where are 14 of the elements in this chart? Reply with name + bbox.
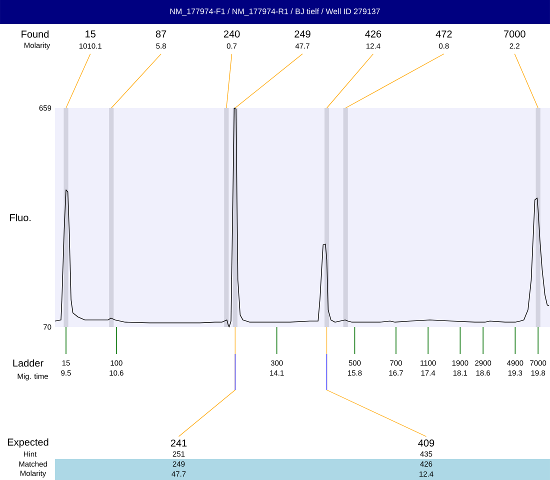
text: 240	[224, 30, 240, 38]
annotation: 241	[170, 440, 187, 447]
text: 426	[365, 30, 382, 38]
chart-title: NM_177974-F1 / NM_177974-R1 / BJ tielf / Well ID 279137	[170, 8, 380, 16]
text: 472	[436, 30, 452, 38]
text: Ladder	[13, 359, 44, 367]
text: 7000	[504, 30, 526, 38]
annotation: 409	[418, 440, 434, 447]
text: 249	[294, 30, 310, 38]
text: Expected	[8, 438, 48, 448]
text: 15	[86, 30, 96, 38]
text: Found	[22, 30, 49, 38]
text: 87	[156, 30, 166, 38]
y-axis-title: Fluo.	[10, 214, 31, 222]
